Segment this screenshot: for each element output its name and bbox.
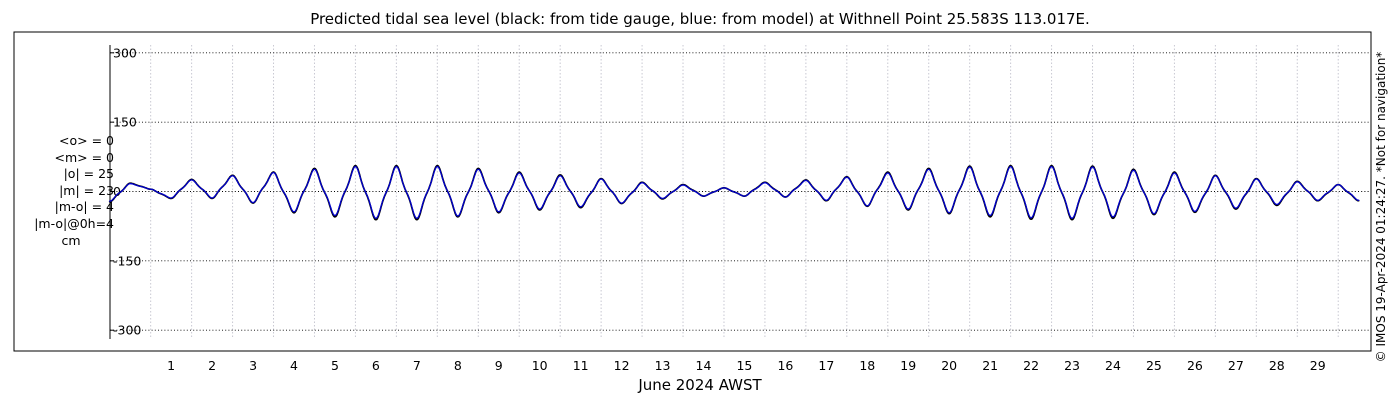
x-tick-label: 29 <box>1310 358 1326 373</box>
stat-mean-obs: <o> = 0 <box>59 133 114 148</box>
series-layer <box>108 164 1360 221</box>
x-tick-label: 6 <box>372 358 380 373</box>
y-tick-label: 150 <box>113 115 137 130</box>
x-axis-label: June 2024 AWST <box>638 376 762 394</box>
x-tick-label: 16 <box>777 358 793 373</box>
x-ticks: 1 2 3 4 5 6 7 8 9 10 11 12 13 14 15 16 17 18 19 20 21 22 23 24 2… <box>167 358 1326 373</box>
x-tick-label: 21 <box>982 358 998 373</box>
x-tick-label: 22 <box>1023 358 1039 373</box>
day-grid <box>150 45 1339 339</box>
model-series <box>109 165 1360 219</box>
y-ticks: 300 150 0 -150 -300 <box>110 45 141 338</box>
x-tick-label: 28 <box>1269 358 1285 373</box>
x-tick-label: 8 <box>454 358 462 373</box>
y-tick-label: 0 <box>113 184 121 199</box>
y-tick-label: -150 <box>113 253 141 268</box>
x-tick-label: 20 <box>941 358 957 373</box>
x-tick-label: 3 <box>249 358 257 373</box>
x-tick-label: 26 <box>1187 358 1203 373</box>
credit-text: © IMOS 19-Apr-2024 01:24:27. *Not for na… <box>1374 51 1388 363</box>
x-tick-label: 18 <box>859 358 875 373</box>
y-tick-label: 300 <box>113 45 137 60</box>
plot-frame <box>13 31 1372 352</box>
x-tick-label: 5 <box>331 358 339 373</box>
x-tick-label: 25 <box>1146 358 1162 373</box>
x-tick-label: 2 <box>208 358 216 373</box>
x-tick-label: 17 <box>818 358 834 373</box>
model-line <box>109 165 1360 219</box>
stat-abs-obs: |o| = 25 <box>63 166 114 182</box>
chart-title: Predicted tidal sea level (black: from t… <box>310 10 1090 28</box>
x-tick-label: 10 <box>532 358 548 373</box>
x-tick-label: 14 <box>696 358 712 373</box>
x-tick-label: 27 <box>1228 358 1244 373</box>
x-tick-label: 1 <box>167 358 175 373</box>
x-tick-label: 9 <box>495 358 503 373</box>
x-tick-label: 7 <box>413 358 421 373</box>
x-tick-label: 23 <box>1064 358 1080 373</box>
stats-panel: <o> = 0 <m> = 0 |o| = 25 |m| = 23 |m-o| … <box>22 133 114 249</box>
stat-unit: cm <box>61 232 81 248</box>
stat-abs-diff-0h: |m-o|@0h=4 <box>34 215 114 231</box>
y-tick-label: -300 <box>113 323 141 338</box>
x-tick-label: 19 <box>900 358 916 373</box>
x-tick-label: 11 <box>573 358 589 373</box>
x-tick-label: 4 <box>290 358 298 373</box>
stat-abs-diff: |m-o| = 4 <box>54 199 114 215</box>
x-tick-label: 13 <box>655 358 671 373</box>
x-tick-label: 15 <box>736 358 752 373</box>
x-tick-label: 12 <box>614 358 630 373</box>
value-grid <box>110 52 1371 331</box>
stat-mean-model: <m> = 0 <box>54 149 115 165</box>
x-tick-label: 24 <box>1105 358 1121 373</box>
stat-abs-model: |m| = 23 <box>59 182 114 198</box>
